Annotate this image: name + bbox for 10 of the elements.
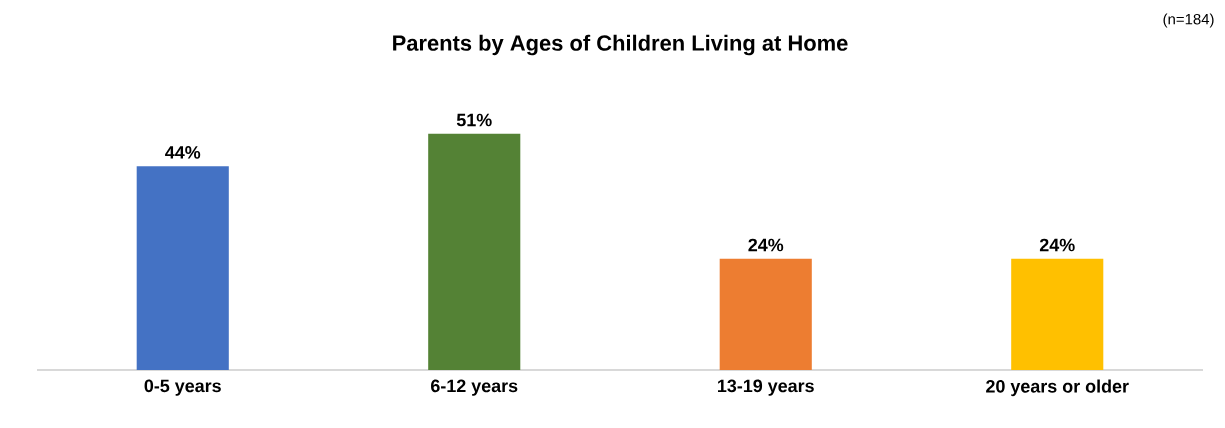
data-label: 51% bbox=[456, 113, 492, 127]
chart-title: Parents by Ages of Children Living at Home bbox=[393, 34, 848, 56]
data-label: 24% bbox=[748, 238, 784, 252]
x-tick-label: 13-19 years bbox=[718, 379, 814, 396]
data-label: 44% bbox=[165, 146, 201, 159]
data-label: 24% bbox=[1039, 238, 1075, 252]
x-tick-label: 6-12 years bbox=[431, 379, 518, 396]
x-tick-label: 20 years or older bbox=[986, 379, 1129, 397]
text: (n=184) bbox=[1163, 13, 1214, 28]
x-tick-label: 0-5 years bbox=[144, 379, 221, 396]
